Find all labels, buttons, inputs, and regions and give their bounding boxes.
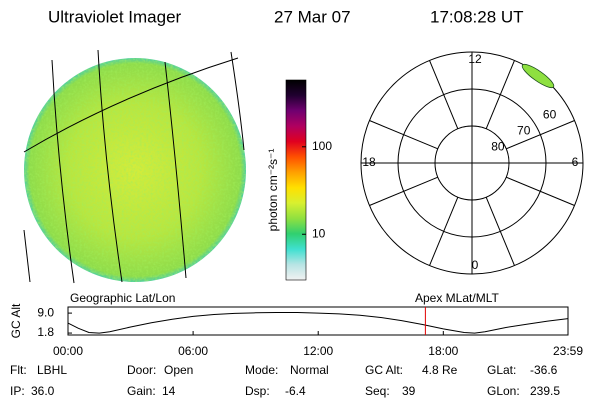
field-value: -36.6: [530, 363, 558, 377]
y-tick-label: 9.0: [37, 305, 54, 319]
field-label: GC Alt:: [365, 363, 403, 377]
field-value: Open: [164, 363, 193, 377]
time: 17:08:28 UT: [430, 7, 524, 26]
field-value: LBHL: [37, 363, 67, 377]
colorbar-fill: [285, 79, 307, 281]
grid-overlay: [23, 49, 245, 284]
lat-ring: [397, 88, 547, 238]
lat-ring: [360, 51, 584, 275]
left-title: Geographic Lat/Lon: [70, 291, 175, 305]
field-value: 4.8 Re: [422, 363, 458, 377]
field-value: 36.0: [31, 384, 55, 398]
plot-frame: [67, 306, 569, 336]
lat-label: 70: [517, 123, 531, 137]
field-label: Gain:: [127, 384, 156, 398]
field-label: GLon:: [487, 384, 520, 398]
info-panel: Flt: LBHL IP: 36.0 Door: Open Gain: 14 Mode: Norm…: [10, 363, 560, 398]
y-axis-label: GC Alt: [9, 303, 23, 338]
altitude-line: [67, 312, 569, 334]
field-label: Flt:: [10, 363, 27, 377]
field-value: 239.5: [530, 384, 560, 398]
mlt-label: 6: [572, 155, 579, 169]
right-title: Apex MLat/MLT: [415, 291, 499, 305]
lat-label: 60: [543, 108, 557, 122]
field-label: GLat:: [487, 363, 516, 377]
field-label: IP:: [10, 384, 25, 398]
field-value: Normal: [290, 363, 329, 377]
x-tick-label: 00:00: [53, 344, 83, 358]
lat-ring: [434, 125, 510, 201]
colorbar: 10 100 photon cm⁻²s⁻¹: [266, 79, 332, 281]
mlt-label: 0: [472, 258, 479, 272]
field-label: Dsp:: [245, 384, 270, 398]
x-tick-label: 18:00: [428, 344, 458, 358]
altitude-plot: Geographic Lat/Lon Apex MLat/MLT GC Alt 9.0…: [9, 291, 583, 358]
field-label: Seq:: [365, 384, 390, 398]
aurora: [521, 63, 555, 89]
date: 27 Mar 07: [274, 7, 351, 26]
instrument: Ultraviolet Imager: [48, 7, 182, 26]
x-tick-label: 12:00: [303, 344, 333, 358]
colorbar-label: photon cm⁻²s⁻¹: [266, 149, 280, 232]
field-value: 39: [402, 384, 416, 398]
mlt-label: 18: [362, 155, 376, 169]
uvi-image: [23, 49, 246, 284]
colorbar-tick-label: 10: [312, 226, 326, 240]
field-value: -6.4: [285, 384, 306, 398]
x-tick-label: 23:59: [553, 344, 583, 358]
mlt-label: 12: [468, 52, 482, 66]
field-value: 14: [162, 384, 176, 398]
field-label: Mode:: [245, 363, 278, 377]
field-label: Door:: [127, 363, 156, 377]
earth-disk: [24, 58, 246, 282]
y-tick-label: 1.8: [37, 325, 54, 339]
lat-label: 80: [491, 139, 505, 153]
x-tick-label: 06:00: [178, 344, 208, 358]
colorbar-tick-label: 100: [312, 139, 332, 153]
